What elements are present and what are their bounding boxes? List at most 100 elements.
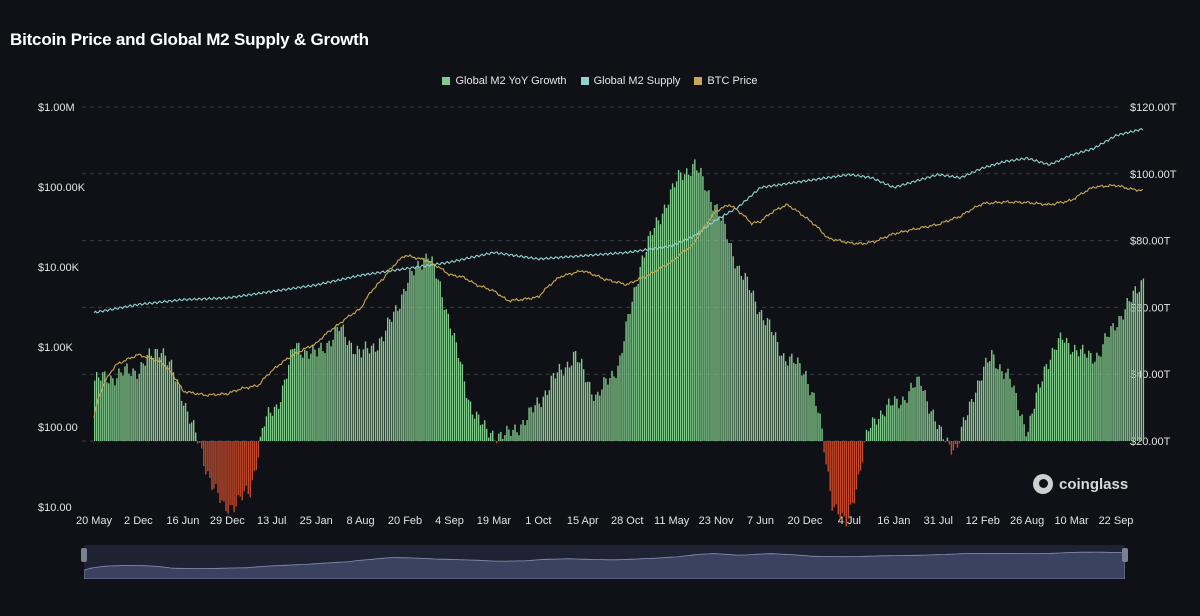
growth-bar xyxy=(538,403,540,441)
growth-bar xyxy=(441,297,443,441)
growth-bar xyxy=(443,309,445,441)
growth-bar xyxy=(162,348,165,441)
growth-bar xyxy=(378,338,381,441)
growth-bar xyxy=(362,349,365,441)
growth-bar xyxy=(619,355,621,441)
growth-bar xyxy=(1037,384,1039,441)
growth-bar xyxy=(180,400,183,441)
range-navigator[interactable] xyxy=(83,545,1126,580)
growth-bar xyxy=(673,187,676,441)
growth-bar xyxy=(742,279,744,441)
growth-bar xyxy=(748,290,751,441)
legend-item-m2-growth[interactable]: Global M2 YoY Growth xyxy=(442,75,567,87)
legend-label-btc-price: BTC Price xyxy=(707,75,758,87)
growth-bar xyxy=(233,441,235,513)
growth-bar xyxy=(609,378,611,441)
growth-bar xyxy=(338,330,340,441)
growth-bar xyxy=(334,326,336,441)
growth-bar xyxy=(524,425,526,441)
growth-bar xyxy=(195,432,197,441)
growth-bar xyxy=(164,355,167,441)
growth-bar xyxy=(591,394,593,441)
growth-bar xyxy=(633,287,635,441)
y-right-tick-label: $120.00T xyxy=(1130,102,1177,114)
growth-bar xyxy=(956,441,959,448)
growth-bar xyxy=(520,424,522,441)
growth-bar xyxy=(261,428,264,441)
growth-bar xyxy=(546,394,548,441)
growth-bar xyxy=(395,305,397,441)
growth-bar xyxy=(389,319,391,441)
growth-bar xyxy=(217,441,219,494)
growth-bar xyxy=(680,172,682,441)
growth-bar xyxy=(708,190,710,441)
growth-bar xyxy=(1053,349,1056,441)
growth-bar xyxy=(477,414,480,441)
growth-bar xyxy=(962,417,965,441)
growth-bar xyxy=(952,441,955,451)
growth-bar xyxy=(128,373,130,441)
growth-bar xyxy=(926,401,928,441)
growth-bar xyxy=(259,436,262,441)
growth-bar xyxy=(688,174,690,441)
growth-bar xyxy=(692,163,694,441)
growth-bar xyxy=(308,358,310,441)
growth-bar xyxy=(914,387,916,441)
legend-label-m2-supply: Global M2 Supply xyxy=(593,75,681,87)
growth-bar xyxy=(639,266,641,441)
growth-bar xyxy=(342,324,344,441)
growth-bar xyxy=(350,342,352,441)
y-right-tick-label: $80.00T xyxy=(1130,236,1171,248)
growth-bar xyxy=(300,354,302,441)
growth-bar xyxy=(552,373,555,441)
growth-bar xyxy=(641,255,643,441)
growth-bar xyxy=(995,368,997,441)
growth-bar xyxy=(892,405,894,441)
growth-bar xyxy=(191,422,193,441)
growth-bar xyxy=(886,404,888,441)
growth-bar xyxy=(781,355,783,441)
growth-bar xyxy=(249,441,251,498)
growth-bar xyxy=(617,365,619,441)
growth-bar xyxy=(570,365,573,441)
growth-bar xyxy=(239,441,241,497)
growth-bar xyxy=(756,314,759,441)
growth-bar xyxy=(730,243,732,441)
growth-bar xyxy=(481,424,484,441)
growth-bar xyxy=(296,343,298,441)
growth-bar xyxy=(902,396,904,441)
navigator-handle-left[interactable] xyxy=(81,548,87,562)
coinglass-logo-icon xyxy=(1033,474,1053,494)
growth-bar xyxy=(847,441,850,519)
growth-bar xyxy=(269,412,272,441)
growth-bar xyxy=(920,385,922,441)
x-tick-label: 16 Jan xyxy=(877,515,910,527)
growth-bar xyxy=(930,411,932,441)
growth-bar xyxy=(132,368,134,441)
growth-bar xyxy=(312,344,314,441)
x-tick-label: 31 Jul xyxy=(924,515,953,527)
growth-bar xyxy=(1112,323,1114,441)
legend-item-btc-price[interactable]: BTC Price xyxy=(694,75,758,87)
growth-bar xyxy=(607,384,609,441)
growth-bar xyxy=(875,424,878,441)
legend-swatch-m2-growth xyxy=(442,77,451,85)
growth-bar xyxy=(758,311,761,441)
growth-bar xyxy=(510,436,512,441)
growth-bar xyxy=(112,378,114,441)
growth-bar xyxy=(110,375,112,441)
navigator-handle-right[interactable] xyxy=(1122,548,1128,562)
growth-bar xyxy=(1108,337,1110,441)
growth-bar xyxy=(391,321,393,441)
growth-bar xyxy=(138,373,140,441)
y-right-tick-label: $40.00T xyxy=(1130,369,1171,381)
growth-bar xyxy=(294,348,296,441)
growth-bar xyxy=(168,361,171,441)
growth-bar xyxy=(439,281,441,441)
legend-item-m2-supply[interactable]: Global M2 Supply xyxy=(580,75,681,87)
growth-bar xyxy=(556,372,559,441)
growth-bar xyxy=(358,349,361,441)
growth-bar xyxy=(845,441,847,527)
growth-bar xyxy=(356,345,359,441)
growth-bar xyxy=(1096,352,1098,441)
